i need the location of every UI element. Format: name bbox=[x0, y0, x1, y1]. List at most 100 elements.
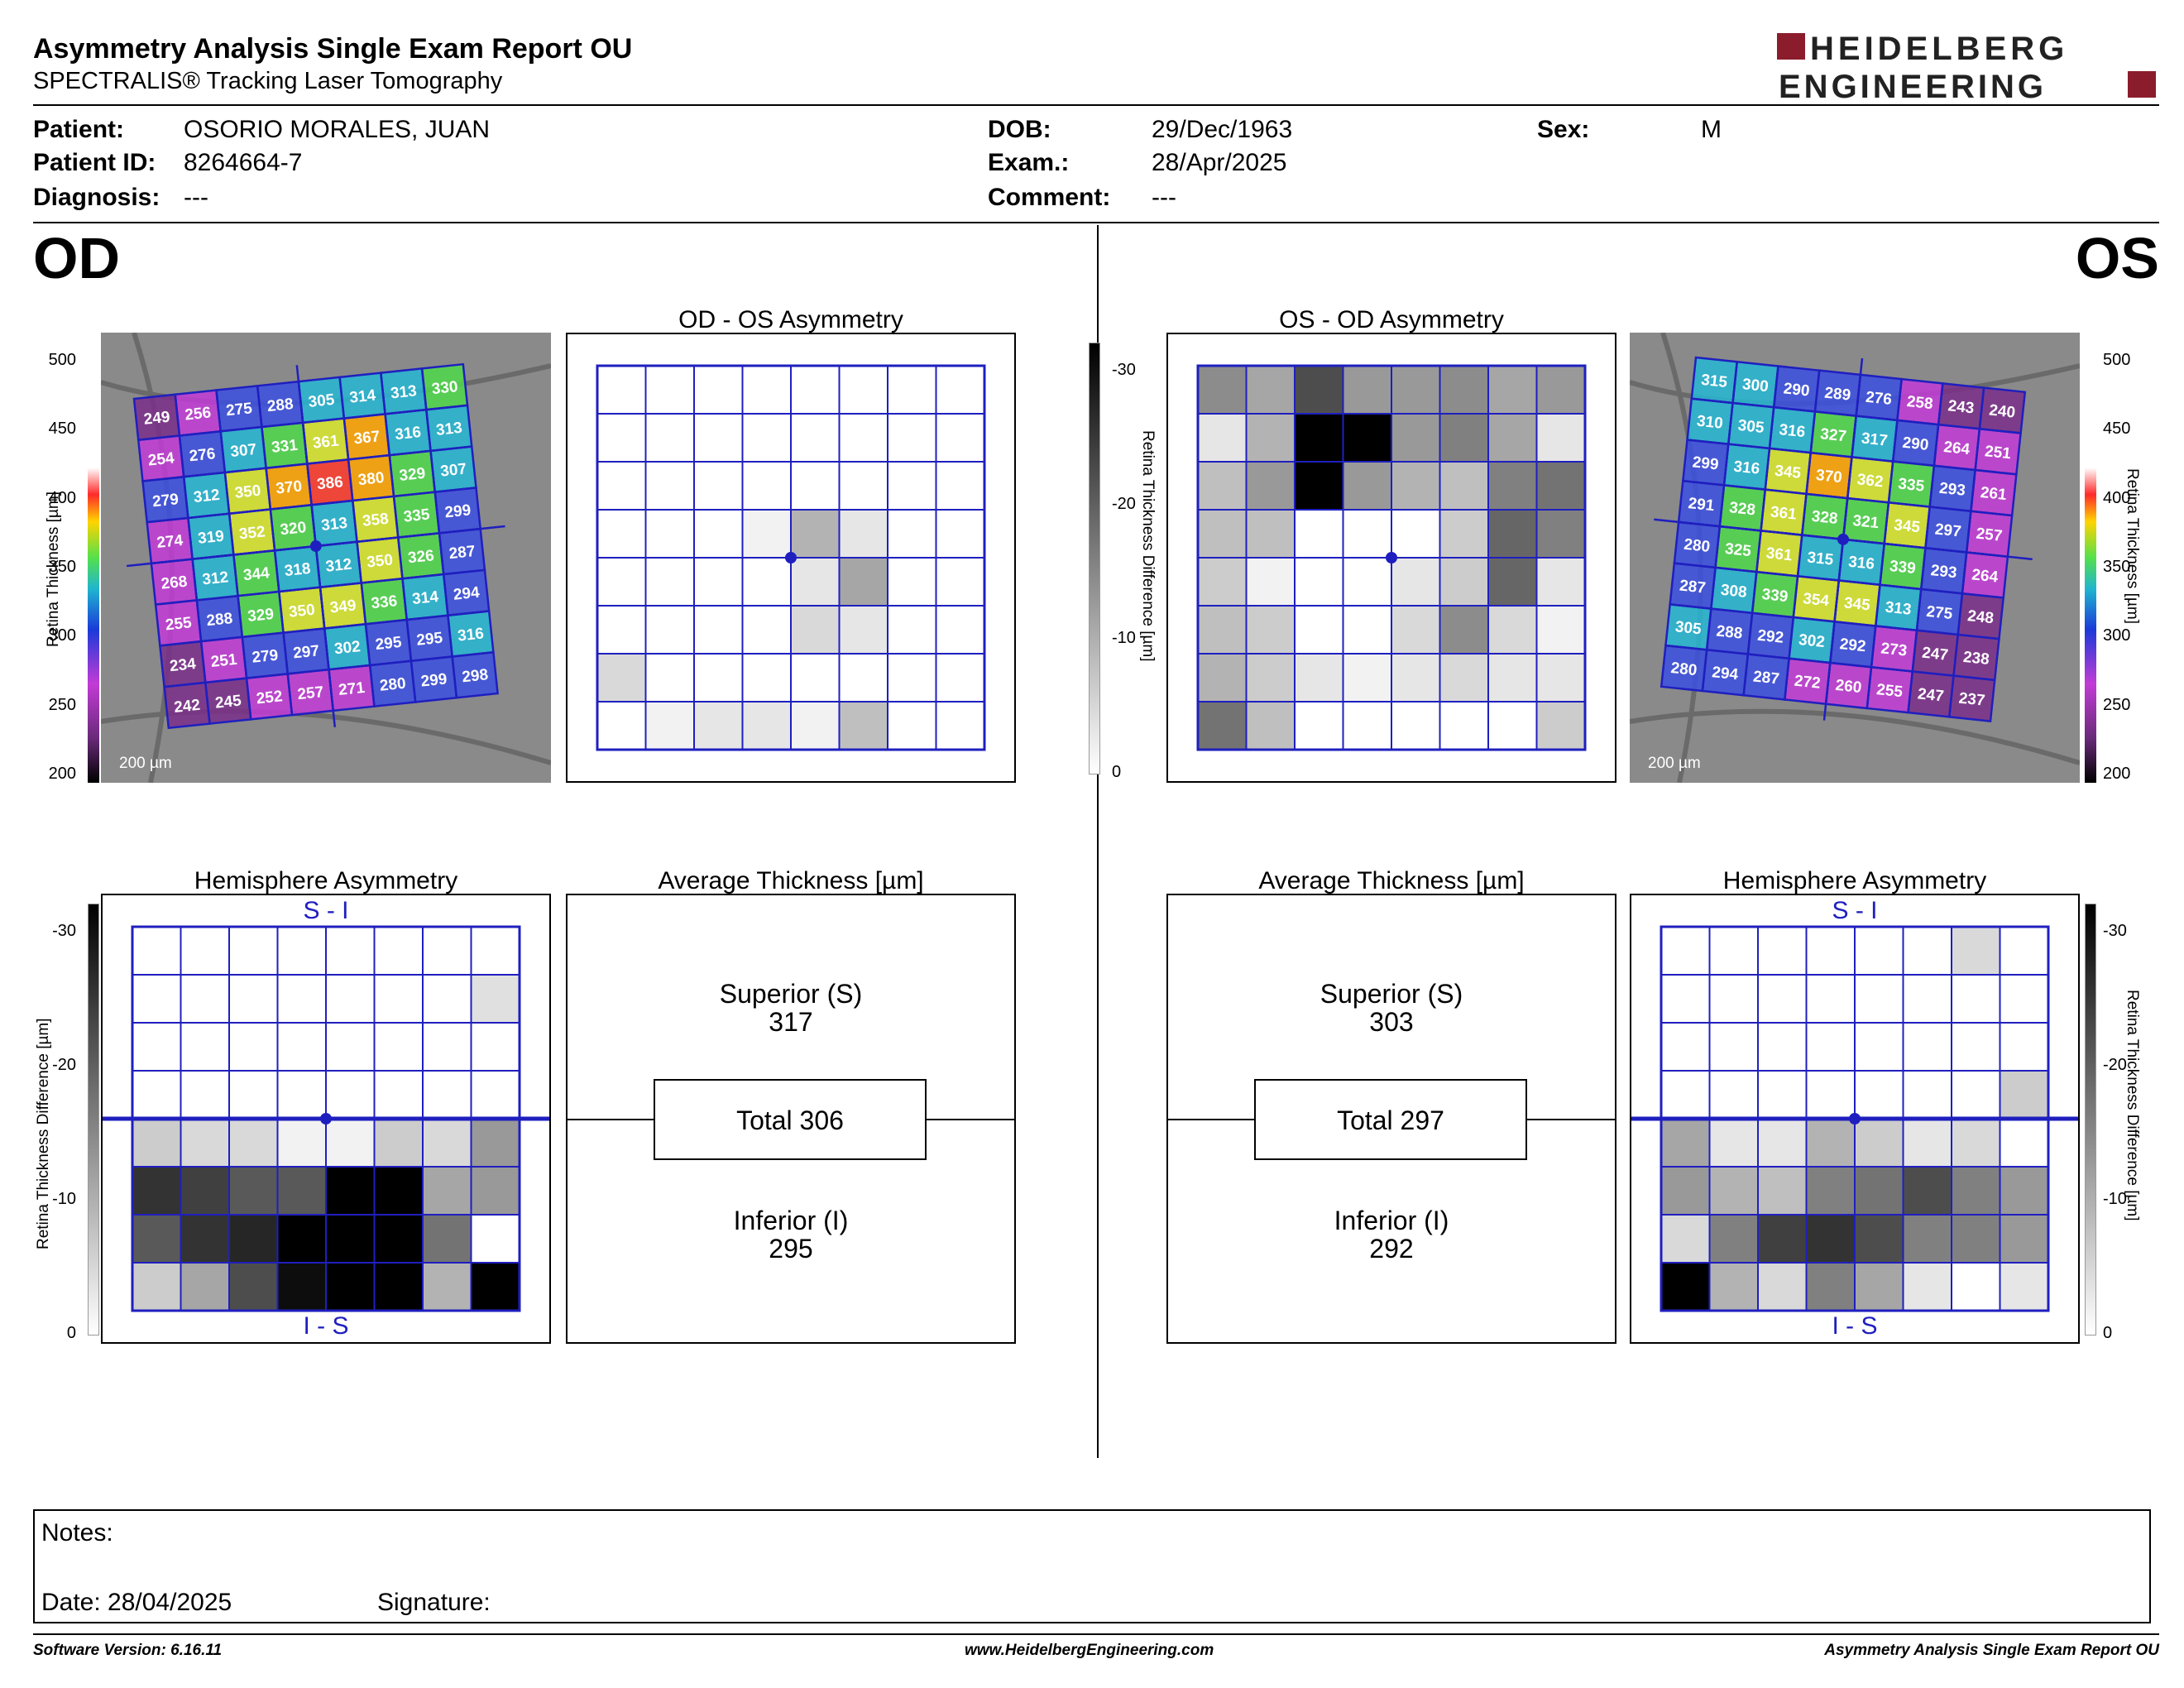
os-thickness-value: 261 bbox=[1980, 484, 2008, 504]
os-thickness-value: 260 bbox=[1835, 677, 1863, 697]
os-map-cell bbox=[1971, 470, 2017, 516]
os-asym-cell bbox=[1245, 701, 1296, 750]
od-hemi-cell bbox=[325, 1214, 376, 1264]
od-thickness-value: 280 bbox=[379, 675, 407, 695]
od-map-cell bbox=[164, 682, 210, 728]
scale-tick-label: -30 bbox=[1112, 361, 1136, 379]
os-thickness-value: 345 bbox=[1774, 463, 1802, 482]
od-map-cell bbox=[398, 533, 444, 579]
os-hemi-cell bbox=[1805, 974, 1856, 1024]
od-asym-cell bbox=[644, 461, 695, 511]
os-map-cell bbox=[1674, 521, 1720, 568]
od-map-cell bbox=[315, 541, 362, 587]
od-map-cell bbox=[430, 446, 477, 492]
od-hemi-cell bbox=[470, 926, 520, 976]
os-thickness-value: 300 bbox=[1741, 376, 1770, 396]
od-thickness-value: 313 bbox=[320, 515, 348, 535]
od-asym-cell bbox=[838, 557, 888, 607]
os-map-cell bbox=[1925, 506, 1971, 553]
od-hemi-cell bbox=[132, 1022, 182, 1072]
od-asym-cell bbox=[644, 701, 695, 750]
od-thickness-value: 257 bbox=[297, 683, 325, 703]
od-thickness-value: 287 bbox=[448, 543, 477, 563]
od-asymmetry-title: OD - OS Asymmetry bbox=[678, 306, 903, 333]
hemi-top-label: S - I bbox=[303, 897, 348, 924]
os-map-cell bbox=[1912, 630, 1958, 676]
os-map-cell bbox=[1715, 526, 1761, 573]
od-map-cell bbox=[402, 574, 448, 620]
footer-report-name: Asymmetry Analysis Single Exam Report OU bbox=[1824, 1642, 2159, 1659]
os-thickness-value: 290 bbox=[1902, 434, 1930, 454]
os-thickness-value: 288 bbox=[1716, 622, 1744, 642]
od-map-cell bbox=[151, 559, 197, 605]
od-map-cell bbox=[422, 364, 468, 410]
od-map-cell bbox=[266, 463, 312, 510]
os-thickness-value: 273 bbox=[1880, 640, 1909, 659]
os-asym-cell bbox=[1245, 413, 1296, 463]
od-hemi-colorbar bbox=[88, 904, 99, 1336]
os-map-cell bbox=[1979, 387, 2025, 434]
notes-box[interactable]: Notes: Date: 28/04/2025 Signature: bbox=[33, 1509, 2151, 1623]
scale-tick-label: 200 bbox=[48, 765, 76, 783]
od-asym-cell bbox=[935, 557, 985, 607]
od-eye-label: OD bbox=[33, 226, 120, 290]
od-thickness-value: 297 bbox=[292, 642, 320, 662]
os-asym-cell bbox=[1342, 365, 1392, 415]
od-hemi-cell bbox=[470, 974, 520, 1024]
os-map-cell bbox=[1966, 511, 2013, 557]
website-link[interactable]: www.HeidelbergEngineering.com bbox=[965, 1642, 1214, 1659]
od-thickness-value: 386 bbox=[316, 473, 344, 493]
os-thickness-value: 328 bbox=[1811, 508, 1839, 528]
os-thickness-value: 292 bbox=[1756, 627, 1784, 647]
od-map-cell bbox=[201, 636, 247, 683]
od-thickness-value: 256 bbox=[184, 404, 212, 424]
od-hemi-cell bbox=[180, 1070, 230, 1120]
os-map-cell bbox=[1769, 407, 1815, 453]
os-asym-cell bbox=[1439, 413, 1489, 463]
os-asym-cell bbox=[1391, 557, 1441, 607]
os-hemi-cell bbox=[1854, 1262, 1904, 1312]
os-hemi-cell bbox=[1805, 1166, 1856, 1216]
footer-divider bbox=[33, 1633, 2159, 1635]
hemi-bottom-label: I - S bbox=[1832, 1312, 1877, 1340]
os-hemi-cell bbox=[1660, 926, 1711, 976]
od-thickness-value: 299 bbox=[444, 501, 472, 521]
scale-tick-label: 450 bbox=[2103, 420, 2131, 439]
os-thickness-value: 345 bbox=[1893, 516, 1921, 536]
od-thickness-axis-label: Retina Thickness [µm] bbox=[45, 492, 62, 647]
os-asym-cell bbox=[1245, 461, 1296, 511]
od-map-cell bbox=[410, 656, 457, 703]
os-map-cell bbox=[1747, 612, 1794, 659]
scale-tick-label: -20 bbox=[1112, 495, 1136, 513]
od-hemi-cell bbox=[470, 1118, 520, 1168]
os-map-cell bbox=[1933, 424, 1980, 471]
od-map-cell bbox=[196, 596, 242, 642]
os-hemi-cell bbox=[1708, 974, 1759, 1024]
od-thickness-value: 316 bbox=[457, 625, 485, 645]
os-map-cell bbox=[1842, 498, 1889, 544]
os-hemi-cell bbox=[1757, 974, 1808, 1024]
os-map-cell bbox=[1802, 493, 1848, 539]
od-asym-cell bbox=[790, 365, 841, 415]
os-hemi-cell bbox=[1854, 1214, 1904, 1264]
patient-id-label: Patient ID: bbox=[33, 149, 156, 176]
os-thickness-value: 327 bbox=[1819, 425, 1847, 445]
od-hemi-cell bbox=[325, 1022, 376, 1072]
od-map-cell bbox=[452, 652, 498, 698]
od-thickness-value: 251 bbox=[210, 651, 238, 671]
od-asym-cell bbox=[838, 605, 888, 655]
od-asym-cell bbox=[596, 557, 647, 607]
od-map-cell bbox=[220, 427, 266, 472]
od-hemi-cell bbox=[276, 1262, 327, 1312]
od-map-cell bbox=[348, 455, 395, 501]
od-map-cell bbox=[307, 459, 353, 506]
scale-tick-label: -20 bbox=[52, 1056, 76, 1074]
os-hemi-cell bbox=[1854, 1070, 1904, 1120]
os-thickness-value: 310 bbox=[1696, 413, 1724, 433]
os-asym-cell bbox=[1487, 653, 1538, 703]
os-hemi-cell bbox=[1902, 1166, 1952, 1216]
os-thickness-value: 243 bbox=[1947, 397, 1976, 417]
od-asym-cell bbox=[935, 605, 985, 655]
od-thickness-value: 358 bbox=[362, 511, 390, 530]
software-version: Software Version: 6.16.11 bbox=[33, 1642, 223, 1659]
